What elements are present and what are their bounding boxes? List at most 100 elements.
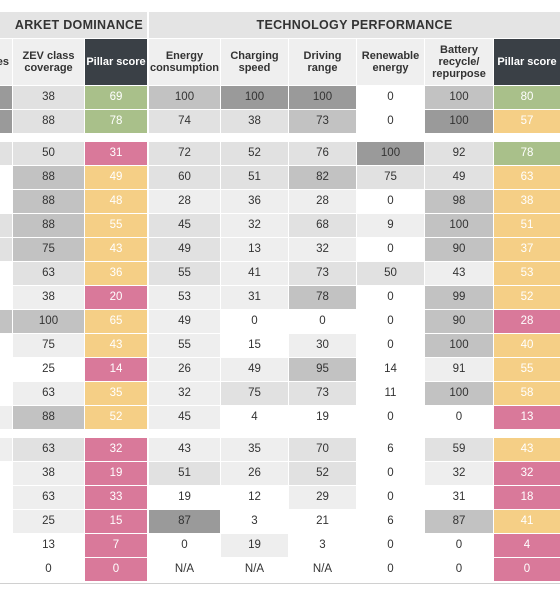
table-cell-pillar2: 4 <box>494 534 560 557</box>
table-cell-pillar2: 52 <box>494 286 560 309</box>
table-cell-range: 21 <box>289 510 356 533</box>
table-cell-range: 82 <box>289 166 356 189</box>
table-cell-cut <box>0 214 12 237</box>
table-cell-pillar2: 40 <box>494 334 560 357</box>
table-cell-charging: 19 <box>221 534 288 557</box>
table-cell-range: 19 <box>289 406 356 429</box>
table-cell-renewable: 0 <box>357 190 424 213</box>
table-cell-energy: 51 <box>149 462 220 485</box>
table-cell-cut <box>0 286 12 309</box>
column-header-cut: es <box>0 39 12 85</box>
table-cell-zev: 63 <box>13 382 84 405</box>
table-cell-battery: 100 <box>425 214 493 237</box>
table-cell-charging: 35 <box>221 438 288 461</box>
table-cell-renewable: 0 <box>357 238 424 261</box>
table-cell-range: 3 <box>289 534 356 557</box>
table-cell-battery: 59 <box>425 438 493 461</box>
table-cell-renewable: 0 <box>357 334 424 357</box>
table-bottom-rule <box>0 583 560 584</box>
table-cell-zev: 88 <box>13 110 84 133</box>
table-cell-renewable: 0 <box>357 110 424 133</box>
table-cell-zev: 88 <box>13 406 84 429</box>
table-cell-renewable: 14 <box>357 358 424 381</box>
table-cell-charging: 31 <box>221 286 288 309</box>
table-cell-cut <box>0 534 12 557</box>
table-cell-range: 52 <box>289 462 356 485</box>
table-cell-pillar1: 52 <box>85 406 147 429</box>
table-cell-zev: 50 <box>13 142 84 165</box>
table-cell-pillar1: 78 <box>85 110 147 133</box>
table-cell-battery: 32 <box>425 462 493 485</box>
table-cell-renewable: 0 <box>357 406 424 429</box>
table-cell-battery: 49 <box>425 166 493 189</box>
table-cell-battery: 0 <box>425 406 493 429</box>
table-cell-battery: 100 <box>425 382 493 405</box>
table-cell-charging: 0 <box>221 310 288 333</box>
table-cell-battery: 92 <box>425 142 493 165</box>
table-cell-charging: N/A <box>221 558 288 581</box>
table-cell-battery: 90 <box>425 238 493 261</box>
table-cell-charging: 38 <box>221 110 288 133</box>
table-cell-pillar1: 69 <box>85 86 147 109</box>
table-cell-pillar1: 15 <box>85 510 147 533</box>
table-cell-pillar1: 43 <box>85 334 147 357</box>
table-cell-range: 28 <box>289 190 356 213</box>
table-cell-pillar1: 33 <box>85 486 147 509</box>
table-cell-range: 73 <box>289 110 356 133</box>
table-cell-pillar2: 63 <box>494 166 560 189</box>
technology-performance-header: TECHNOLOGY PERFORMANCE <box>149 12 560 38</box>
table-cell-charging: 26 <box>221 462 288 485</box>
table-cell-zev: 13 <box>13 534 84 557</box>
table-cell-energy: 49 <box>149 310 220 333</box>
table-cell-cut <box>0 262 12 285</box>
column-header-zev: ZEV class coverage <box>13 39 84 85</box>
table-cell-pillar2: 37 <box>494 238 560 261</box>
table-cell-charging: 3 <box>221 510 288 533</box>
table-cell-renewable: 0 <box>357 310 424 333</box>
table-cell-energy: 19 <box>149 486 220 509</box>
table-cell-pillar1: 0 <box>85 558 147 581</box>
table-cell-zev: 63 <box>13 262 84 285</box>
table-cell-pillar1: 31 <box>85 142 147 165</box>
table-cell-renewable: 0 <box>357 558 424 581</box>
table-cell-cut <box>0 238 12 261</box>
table-cell-renewable: 0 <box>357 286 424 309</box>
column-header-charging: Charging speed <box>221 39 288 85</box>
table-cell-energy: 60 <box>149 166 220 189</box>
table-cell-range: 29 <box>289 486 356 509</box>
table-cell-range: 30 <box>289 334 356 357</box>
table-cell-charging: 36 <box>221 190 288 213</box>
table-cell-energy: 72 <box>149 142 220 165</box>
table-cell-range: N/A <box>289 558 356 581</box>
table-cell-pillar1: 55 <box>85 214 147 237</box>
table-cell-pillar2: 28 <box>494 310 560 333</box>
table-cell-charging: 100 <box>221 86 288 109</box>
table-cell-pillar1: 36 <box>85 262 147 285</box>
table-cell-energy: 53 <box>149 286 220 309</box>
table-cell-cut <box>0 190 12 213</box>
table-cell-pillar2: 13 <box>494 406 560 429</box>
table-cell-zev: 63 <box>13 438 84 461</box>
table-cell-pillar2: 78 <box>494 142 560 165</box>
table-cell-pillar2: 18 <box>494 486 560 509</box>
table-cell-range: 95 <box>289 358 356 381</box>
column-header-energy: Energy consumption <box>149 39 220 85</box>
table-cell-renewable: 50 <box>357 262 424 285</box>
table-cell-renewable: 100 <box>357 142 424 165</box>
table-cell-pillar2: 55 <box>494 358 560 381</box>
table-cell-zev: 88 <box>13 190 84 213</box>
table-cell-renewable: 6 <box>357 510 424 533</box>
column-header-range: Driving range <box>289 39 356 85</box>
table-cell-zev: 38 <box>13 86 84 109</box>
table-cell-energy: 49 <box>149 238 220 261</box>
table-cell-zev: 25 <box>13 358 84 381</box>
table-cell-cut <box>0 382 12 405</box>
column-header-pillar2: Pillar score <box>494 39 560 85</box>
table-cell-zev: 25 <box>13 510 84 533</box>
table-cell-cut <box>0 166 12 189</box>
table-cell-energy: 87 <box>149 510 220 533</box>
table-cell-energy: 45 <box>149 214 220 237</box>
table-cell-battery: 100 <box>425 86 493 109</box>
table-cell-zev: 38 <box>13 286 84 309</box>
table-cell-pillar1: 20 <box>85 286 147 309</box>
